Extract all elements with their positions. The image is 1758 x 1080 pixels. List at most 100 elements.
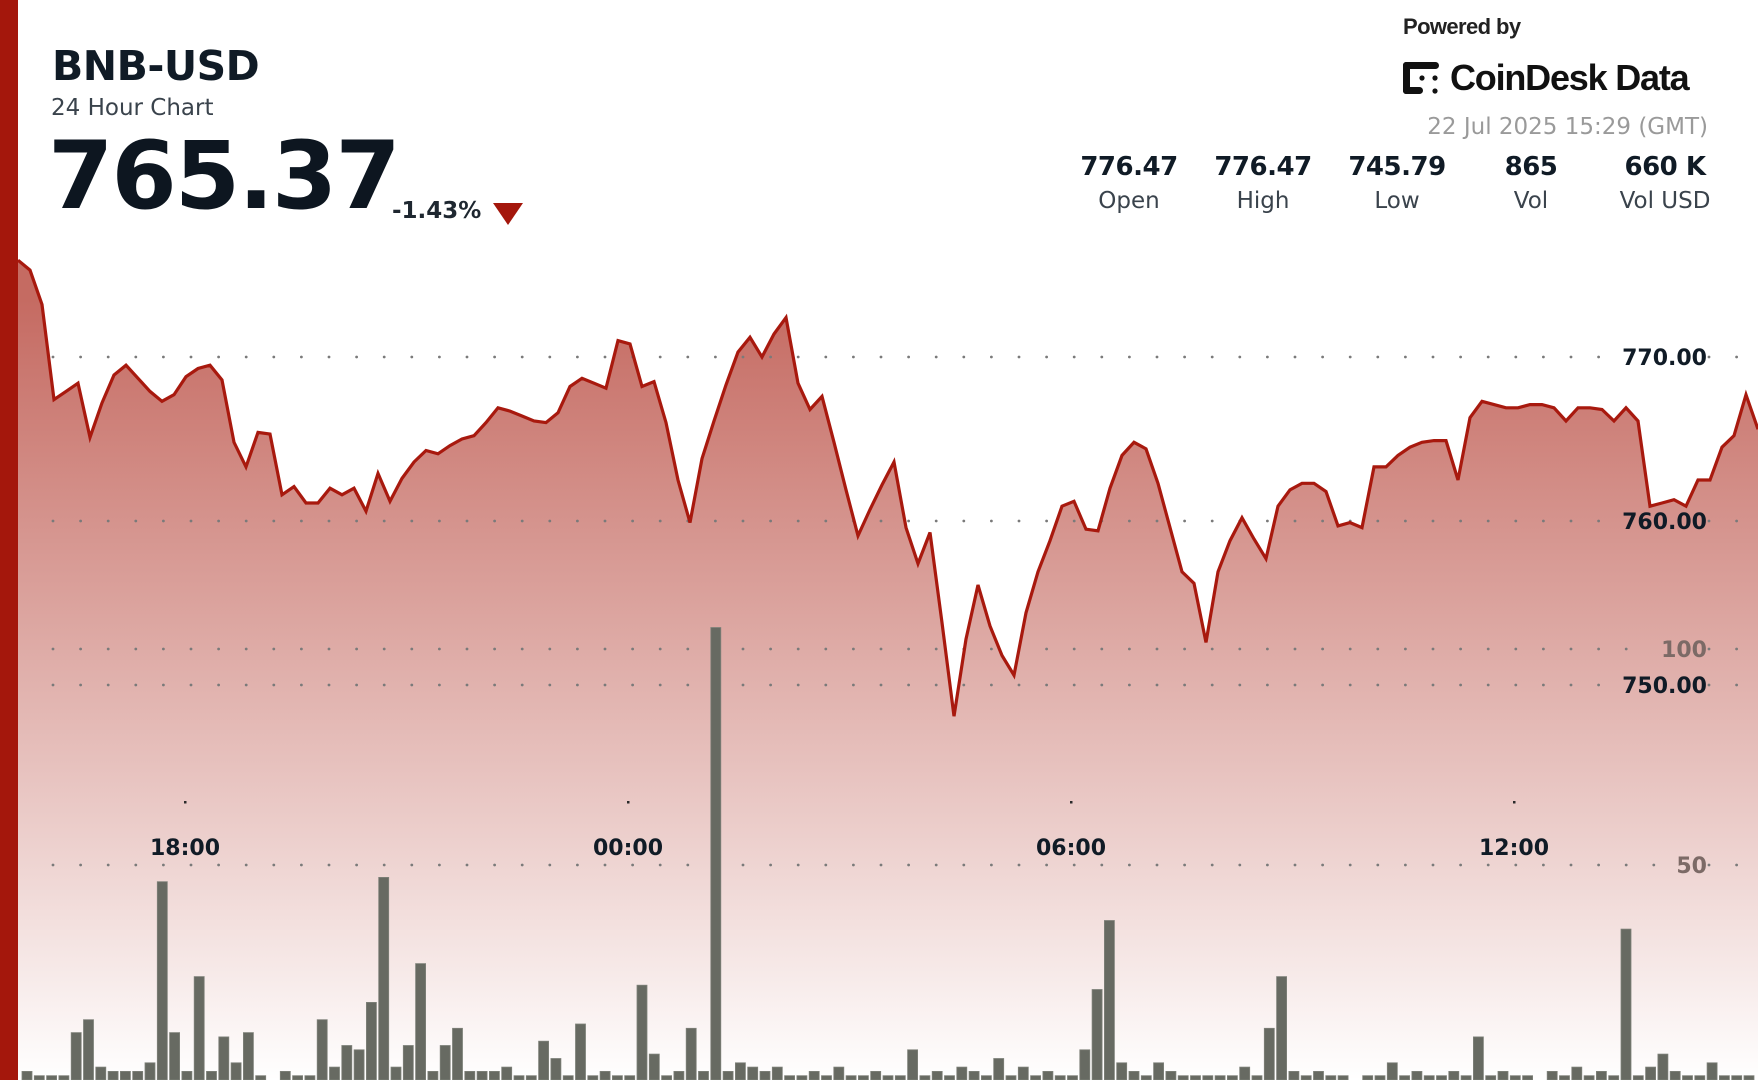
- volume-bar: [550, 1058, 562, 1080]
- volume-bar: [1017, 1066, 1029, 1080]
- stat-label: High: [1236, 188, 1290, 214]
- volume-bar: [599, 1071, 611, 1080]
- chart-subtitle: 24 Hour Chart: [51, 95, 214, 121]
- volume-bar: [1313, 1071, 1324, 1080]
- brand-logo: CoinDesk Data: [1400, 56, 1690, 100]
- volume-bar: [501, 1066, 513, 1080]
- volume-bar: [156, 881, 168, 1080]
- volume-bar: [1030, 1075, 1041, 1080]
- volume-bar: [1140, 1075, 1152, 1080]
- volume-bar: [907, 1049, 918, 1080]
- axis-labels: 770.00 760.00 750.00 100 50 18:00 00:00 06:00 12…: [150, 346, 1707, 879]
- volume-bar: [1005, 1075, 1017, 1080]
- volume-bar: [808, 1071, 820, 1080]
- volume-bar: [747, 1066, 759, 1080]
- stat-low: 745.79 Low: [1330, 152, 1464, 214]
- powered-by-label: Powered by: [1403, 14, 1521, 39]
- price-line-path: [16, 258, 1758, 717]
- price-axis-label: 750.00: [1622, 674, 1707, 699]
- volume-bar: [1620, 928, 1632, 1080]
- volume-bar: [1128, 1071, 1140, 1080]
- time-axis-label: 18:00: [150, 836, 220, 861]
- volume-bar: [390, 1066, 402, 1080]
- volume-bar: [1583, 1075, 1595, 1080]
- volume-bar: [1743, 1075, 1755, 1080]
- volume-bar: [1460, 1075, 1472, 1080]
- volume-bar: [169, 1032, 181, 1080]
- stat-value: 745.79: [1348, 152, 1446, 182]
- volume-bar: [1325, 1075, 1337, 1080]
- stat-vol: 865 Vol: [1464, 152, 1598, 214]
- volume-bar: [242, 1032, 254, 1080]
- time-axis-label: 00:00: [593, 836, 663, 861]
- volume-bar: [894, 1075, 906, 1080]
- stat-label: Vol: [1513, 188, 1549, 214]
- volume-bar: [833, 1066, 845, 1080]
- volume-bar: [710, 627, 722, 1080]
- volume-bar: [771, 1066, 783, 1080]
- volume-bar: [1104, 920, 1115, 1080]
- volume-bar: [341, 1045, 353, 1080]
- volume-bar: [439, 1045, 451, 1080]
- volume-bar: [292, 1075, 304, 1080]
- volume-bar: [993, 1058, 1005, 1080]
- volume-bar: [1596, 1071, 1607, 1080]
- volume-bar: [1165, 1071, 1177, 1080]
- volume-bar: [1682, 1075, 1693, 1080]
- volume-bar: [206, 1071, 217, 1080]
- grid-lines: [51, 355, 1738, 867]
- volume-bar: [1509, 1075, 1521, 1080]
- volume-bar: [1153, 1062, 1164, 1080]
- volume-bar: [1706, 1062, 1718, 1080]
- volume-bar: [587, 1075, 599, 1080]
- stat-open: 776.47 Open: [1062, 152, 1196, 214]
- current-price: 765.37: [48, 122, 401, 231]
- volume-bar: [1473, 1036, 1484, 1080]
- volume-bar: [870, 1071, 882, 1080]
- volume-bar: [821, 1075, 832, 1080]
- stats-row: 776.47 Open 776.47 High 745.79 Low 865 V…: [1062, 152, 1732, 214]
- volume-bar: [1399, 1075, 1410, 1080]
- volume-bar: [562, 1075, 574, 1080]
- volume-bar: [648, 1053, 660, 1080]
- volume-bar: [353, 1049, 365, 1080]
- volume-bar: [1546, 1071, 1558, 1080]
- volume-bar: [476, 1071, 488, 1080]
- triangle-down-icon: [493, 203, 523, 225]
- volume-axis-label: 100: [1661, 638, 1707, 663]
- stat-label: Vol USD: [1619, 188, 1711, 214]
- volume-bar: [488, 1071, 500, 1080]
- volume-bar: [1227, 1075, 1238, 1080]
- volume-bar: [464, 1071, 476, 1080]
- volume-bar: [882, 1075, 894, 1080]
- volume-bar: [1263, 1027, 1275, 1080]
- volume-bar: [1116, 1062, 1128, 1080]
- volume-bar: [329, 1066, 340, 1080]
- volume-bar: [1202, 1075, 1214, 1080]
- volume-bar: [83, 1019, 94, 1080]
- volume-bar: [1214, 1075, 1226, 1080]
- volume-bar: [1251, 1075, 1263, 1080]
- volume-bar: [1497, 1071, 1509, 1080]
- volume-bar: [378, 877, 390, 1080]
- stat-label: Open: [1098, 188, 1160, 214]
- volume-bar: [1657, 1053, 1669, 1080]
- volume-bar: [944, 1075, 955, 1080]
- volume-bar: [1608, 1075, 1620, 1080]
- volume-bar: [1386, 1062, 1398, 1080]
- volume-bar: [919, 1075, 931, 1080]
- volume-bars: [21, 627, 1755, 1080]
- volume-bar: [722, 1071, 734, 1080]
- volume-bar: [1067, 1075, 1078, 1080]
- symbol-title: BNB-USD: [52, 42, 260, 90]
- volume-bar: [1411, 1071, 1423, 1080]
- volume-bar: [107, 1071, 119, 1080]
- volume-bar: [1177, 1075, 1189, 1080]
- volume-bar: [452, 1027, 463, 1080]
- volume-bar: [1719, 1075, 1730, 1080]
- volume-bar: [1731, 1075, 1743, 1080]
- accent-bar: [0, 0, 18, 1080]
- volume-bar: [58, 1075, 70, 1080]
- volume-bar: [1694, 1075, 1706, 1080]
